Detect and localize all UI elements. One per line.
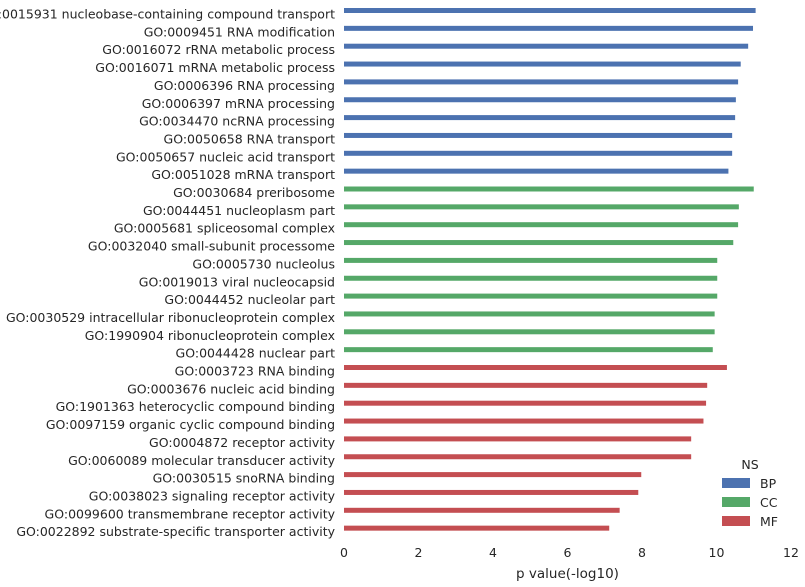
bar-14 bbox=[344, 257, 718, 263]
category-label: GO:0015931 nucleobase-containing compoun… bbox=[0, 7, 335, 22]
bar-0 bbox=[344, 8, 756, 13]
bar-27 bbox=[344, 489, 639, 495]
bar-18 bbox=[344, 329, 715, 335]
x-tick-label: 6 bbox=[564, 545, 572, 560]
bar-8 bbox=[344, 150, 733, 156]
category-label: GO:1990904 ribonucleoprotein complex bbox=[85, 328, 335, 343]
bar-28 bbox=[344, 507, 620, 513]
bar-2 bbox=[344, 43, 749, 49]
legend-label-cc: CC bbox=[760, 495, 778, 510]
category-label: GO:0005730 nucleolus bbox=[192, 256, 335, 271]
category-label: GO:0019013 viral nucleocapsid bbox=[139, 274, 335, 289]
category-label: GO:0050657 nucleic acid transport bbox=[116, 149, 335, 164]
category-label: GO:0051028 mRNA transport bbox=[151, 167, 335, 182]
category-label: GO:0022892 substrate-specific transporte… bbox=[16, 524, 335, 539]
category-label: GO:0006396 RNA processing bbox=[154, 78, 335, 93]
x-axis-ticks: 0 2 4 6 8 10 12 bbox=[340, 545, 799, 560]
bar-10 bbox=[344, 186, 754, 192]
legend-swatch-mf bbox=[722, 516, 750, 526]
category-label: GO:0030515 snoRNA binding bbox=[153, 471, 335, 486]
category-label: GO:0032040 small-subunit processome bbox=[88, 239, 335, 254]
category-label: GO:0097159 organic cyclic compound bindi… bbox=[46, 417, 335, 432]
bar-16 bbox=[344, 293, 718, 299]
x-tick-label: 0 bbox=[340, 545, 348, 560]
category-label: GO:1901363 heterocyclic compound binding bbox=[56, 399, 335, 414]
category-label: GO:0038023 signaling receptor activity bbox=[89, 488, 336, 503]
category-label: GO:0060089 molecular transducer activity bbox=[68, 453, 336, 468]
bar-25 bbox=[344, 454, 692, 460]
bar-1 bbox=[344, 25, 754, 31]
bar-9 bbox=[344, 168, 729, 174]
category-label: GO:0003676 nucleic acid binding bbox=[127, 381, 335, 396]
bar-11 bbox=[344, 204, 739, 210]
category-label: GO:0044452 nucleolar part bbox=[164, 292, 335, 307]
legend-swatch-cc bbox=[722, 497, 750, 507]
bar-20 bbox=[344, 365, 727, 370]
x-tick-label: 10 bbox=[709, 545, 725, 560]
category-label: GO:0003723 RNA binding bbox=[175, 364, 335, 379]
category-label: GO:0006397 mRNA processing bbox=[142, 96, 335, 111]
bar-26 bbox=[344, 472, 642, 478]
bar-5 bbox=[344, 97, 736, 103]
category-label: GO:0050658 RNA transport bbox=[164, 131, 336, 146]
bar-3 bbox=[344, 61, 741, 67]
bar-4 bbox=[344, 79, 739, 85]
category-label: GO:0034470 ncRNA processing bbox=[139, 114, 335, 129]
category-label: GO:0016071 mRNA metabolic process bbox=[95, 60, 335, 75]
x-axis-title: p value(-log10) bbox=[516, 566, 619, 582]
legend-label-bp: BP bbox=[760, 476, 777, 491]
x-tick-label: 12 bbox=[783, 545, 799, 560]
bar-13 bbox=[344, 240, 734, 246]
legend-swatch-bp bbox=[722, 478, 750, 488]
x-tick-label: 8 bbox=[638, 545, 646, 560]
legend-label-mf: MF bbox=[760, 514, 778, 529]
category-label: GO:0044451 nucleoplasm part bbox=[143, 203, 335, 218]
x-tick-label: 4 bbox=[489, 545, 497, 560]
bar-21 bbox=[344, 382, 708, 388]
category-label: GO:0016072 rRNA metabolic process bbox=[102, 42, 335, 57]
category-label: GO:0030684 preribosome bbox=[173, 185, 335, 200]
category-label: GO:0004872 receptor activity bbox=[149, 435, 336, 450]
bar-12 bbox=[344, 222, 739, 228]
category-label: GO:0009451 RNA modification bbox=[144, 24, 335, 39]
bar-17 bbox=[344, 311, 715, 317]
bar-7 bbox=[344, 132, 733, 138]
x-tick-label: 2 bbox=[415, 545, 423, 560]
legend: NS BP CC MF bbox=[722, 457, 778, 529]
category-label: GO:0099600 transmembrane receptor activi… bbox=[45, 506, 336, 521]
legend-title: NS bbox=[741, 457, 758, 472]
category-label: GO:0044428 nuclear part bbox=[176, 346, 336, 361]
bar-6 bbox=[344, 115, 736, 121]
category-label: GO:0030529 intracellular ribonucleoprote… bbox=[6, 310, 335, 325]
category-labels: GO:0015931 nucleobase-containing compoun… bbox=[0, 7, 336, 540]
bars-group bbox=[344, 8, 756, 531]
bar-19 bbox=[344, 347, 713, 353]
category-label: GO:0005681 spliceosomal complex bbox=[114, 221, 335, 236]
bar-23 bbox=[344, 418, 704, 424]
bar-15 bbox=[344, 275, 718, 281]
bar-24 bbox=[344, 436, 692, 442]
bar-29 bbox=[344, 525, 610, 531]
bar-22 bbox=[344, 400, 707, 406]
